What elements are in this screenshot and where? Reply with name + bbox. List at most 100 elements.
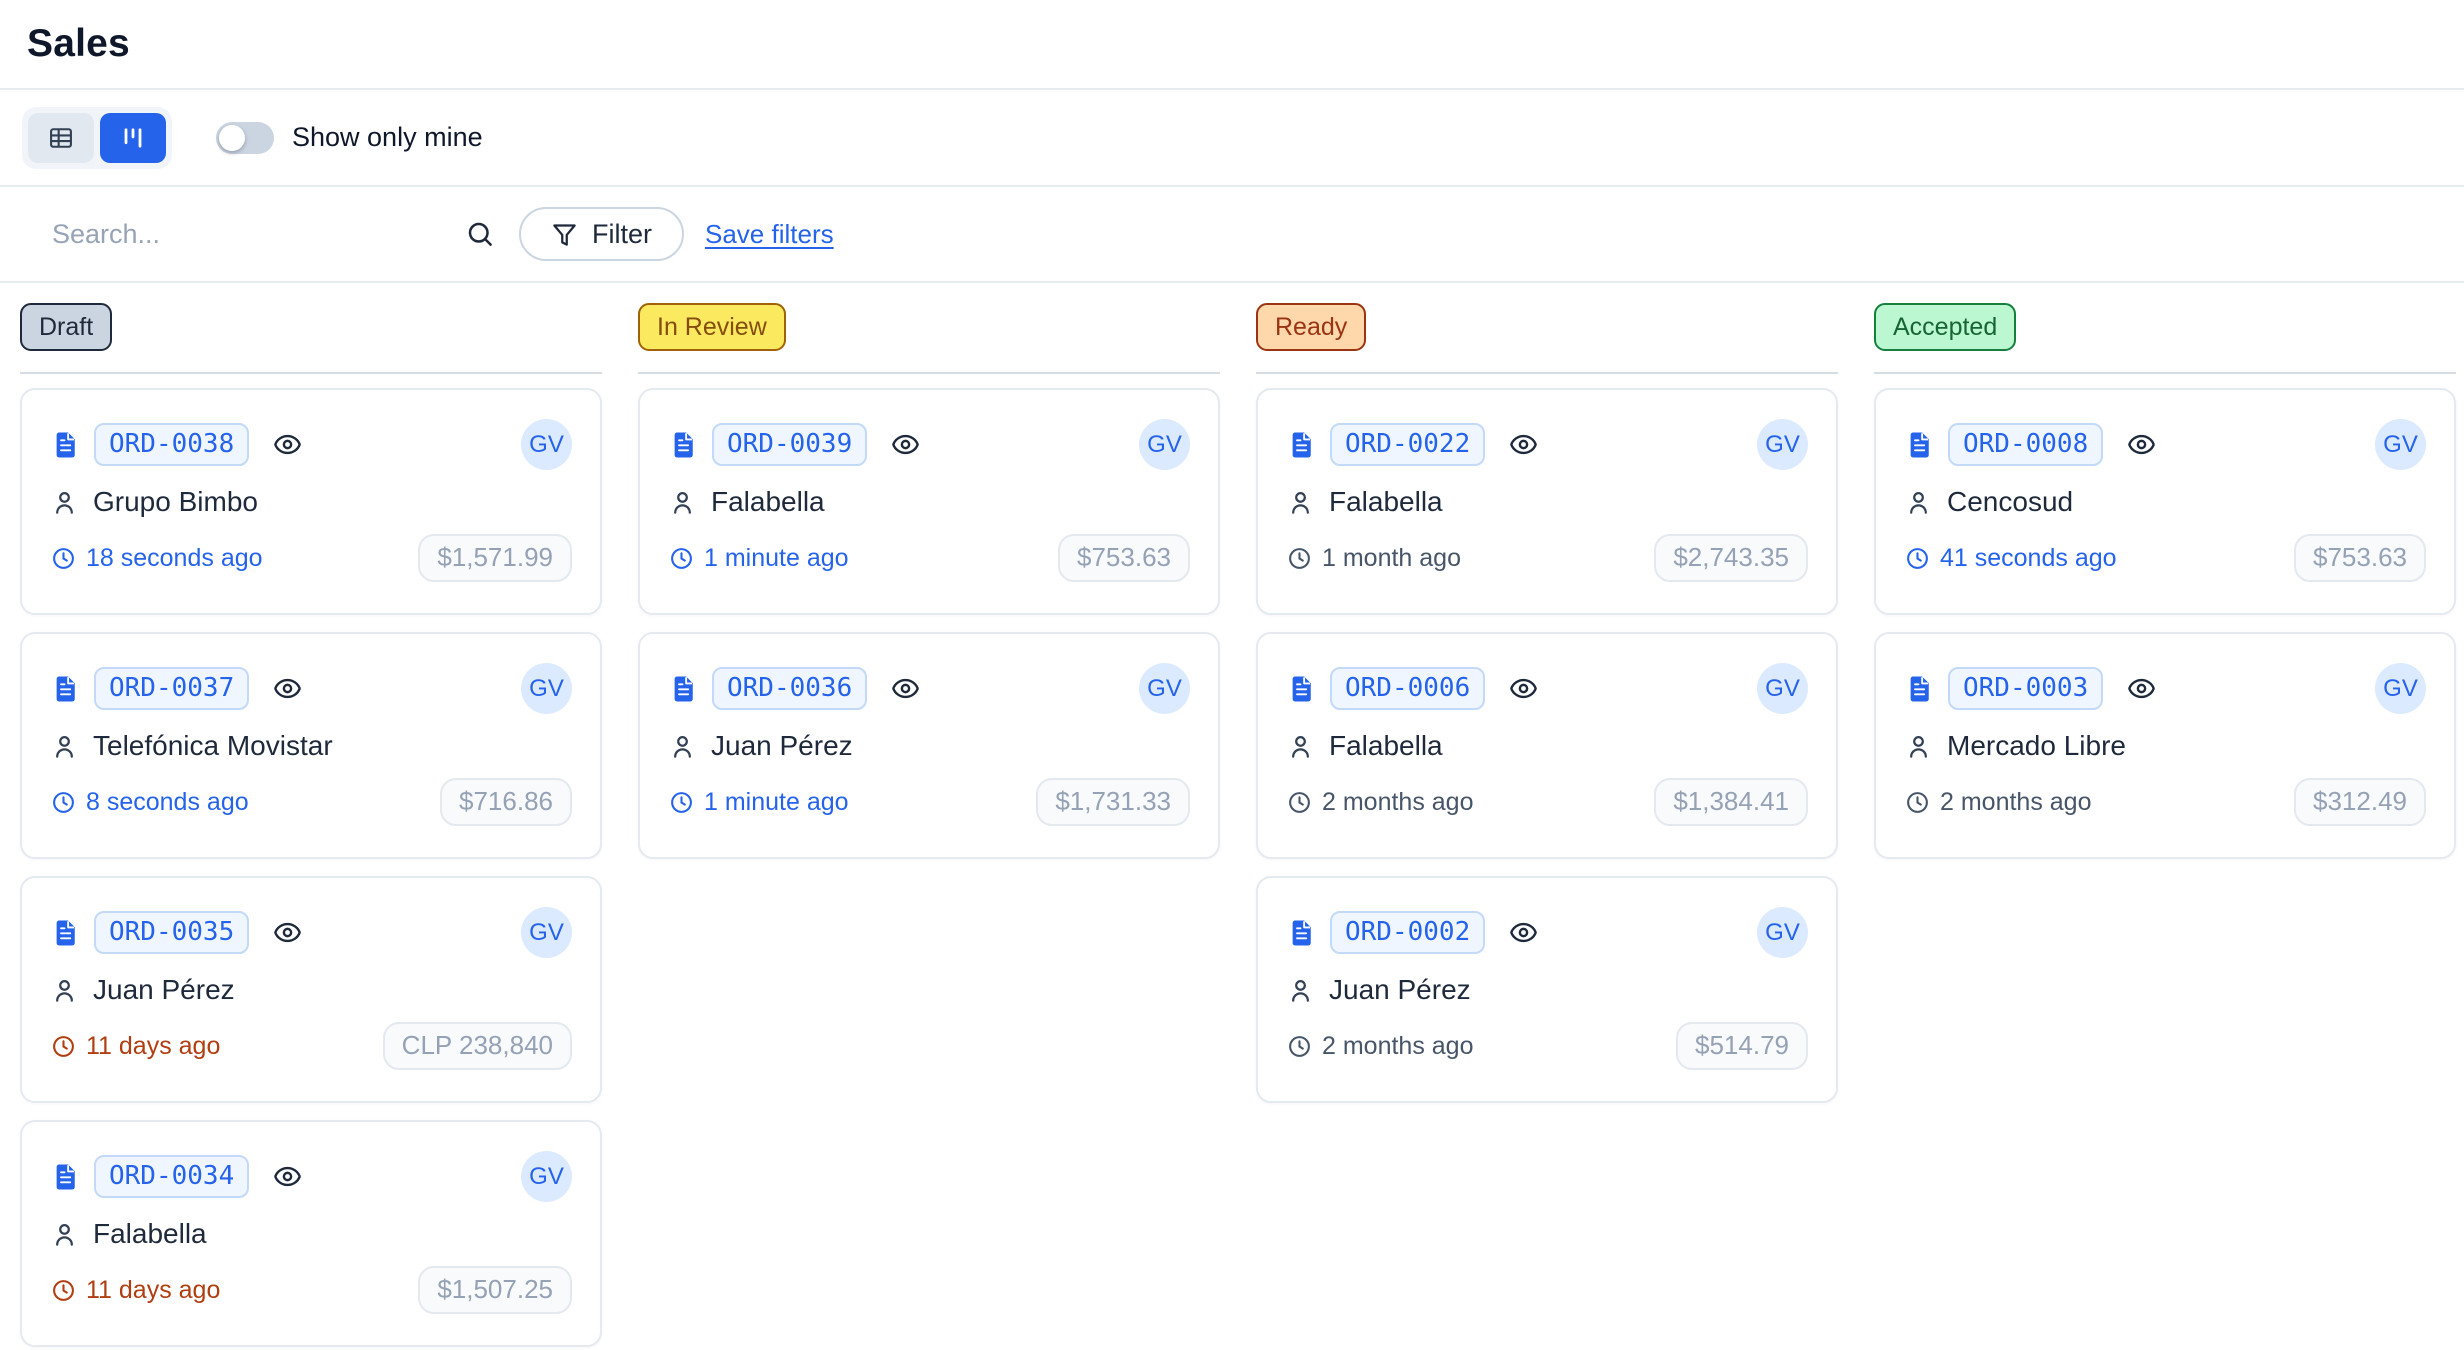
card-footer-row: 11 days ago CLP 238,840: [51, 1022, 572, 1070]
table-grid-icon: [50, 127, 72, 148]
order-card[interactable]: ORD-0039 GV Falabella 1 minute ago $753.…: [638, 388, 1220, 615]
document-icon: [1292, 432, 1311, 457]
search-input[interactable]: [26, 218, 437, 250]
order-id-badge[interactable]: ORD-0039: [712, 423, 868, 466]
funnel-icon: [553, 223, 576, 246]
card-header-row: ORD-0038 GV: [51, 419, 572, 470]
document-icon: [56, 1164, 75, 1189]
customer-name: Juan Pérez: [711, 730, 853, 762]
clock-icon: [1289, 547, 1310, 569]
person-icon: [56, 491, 73, 514]
card-header-row: ORD-0006 GV: [1287, 663, 1808, 714]
clock-icon: [671, 791, 692, 813]
status-badge: Accepted: [1874, 303, 2017, 351]
order-id-badge[interactable]: ORD-0035: [94, 911, 250, 954]
clock-icon: [1907, 791, 1928, 813]
table-view-button[interactable]: [28, 112, 94, 163]
document-icon: [1292, 676, 1311, 701]
time-ago: 2 months ago: [1322, 787, 1474, 816]
clock-icon: [1289, 791, 1310, 813]
card-header-row: ORD-0034 GV: [51, 1151, 572, 1202]
eye-icon[interactable]: [273, 674, 302, 703]
eye-icon[interactable]: [2127, 430, 2156, 459]
order-card[interactable]: ORD-0022 GV Falabella 1 month ago $2,743…: [1256, 388, 1838, 615]
order-id-badge[interactable]: ORD-0036: [712, 667, 868, 710]
person-icon: [1910, 735, 1927, 758]
kanban-columns-icon: [124, 127, 142, 148]
order-card[interactable]: ORD-0038 GV Grupo Bimbo 18 seconds ago $…: [20, 388, 602, 615]
eye-icon[interactable]: [891, 430, 920, 459]
save-filters-link[interactable]: Save filters: [705, 218, 834, 249]
card-header-row: ORD-0002 GV: [1287, 907, 1808, 958]
amount-badge: $1,571.99: [418, 534, 572, 582]
show-only-mine-toggle[interactable]: [216, 121, 274, 154]
person-icon: [56, 735, 73, 758]
order-id-badge[interactable]: ORD-0037: [94, 667, 250, 710]
time-ago: 2 months ago: [1940, 787, 2092, 816]
order-card[interactable]: ORD-0002 GV Juan Pérez 2 months ago $514…: [1256, 876, 1838, 1103]
document-icon: [1910, 432, 1929, 457]
eye-icon[interactable]: [2127, 674, 2156, 703]
order-card[interactable]: ORD-0036 GV Juan Pérez 1 minute ago $1,7…: [638, 632, 1220, 859]
amount-badge: $716.86: [440, 778, 572, 826]
time-row: 2 months ago: [1905, 788, 2092, 817]
column-divider: [1256, 372, 1838, 374]
order-id-badge[interactable]: ORD-0003: [1948, 667, 2104, 710]
eye-icon[interactable]: [1509, 918, 1538, 947]
amount-badge: $753.63: [2294, 534, 2426, 582]
customer-row: Juan Pérez: [669, 730, 1190, 762]
clock-icon: [671, 547, 692, 569]
order-id-badge[interactable]: ORD-0034: [94, 1155, 250, 1198]
kanban-column: Ready ORD-0022 GV Falabella: [1256, 303, 1838, 1103]
kanban-view-button[interactable]: [100, 112, 166, 163]
person-icon: [56, 979, 73, 1002]
order-card[interactable]: ORD-0008 GV Cencosud 41 seconds ago $753…: [1874, 388, 2456, 615]
document-icon: [1292, 920, 1311, 945]
search-button[interactable]: [465, 218, 497, 250]
person-icon: [1292, 979, 1309, 1002]
eye-icon[interactable]: [273, 1162, 302, 1191]
order-card[interactable]: ORD-0037 GV Telefónica Movistar 8 second…: [20, 632, 602, 859]
card-footer-row: 41 seconds ago $753.63: [1905, 534, 2426, 582]
order-id-badge[interactable]: ORD-0022: [1330, 423, 1486, 466]
column-divider: [20, 372, 602, 374]
time-row: 1 minute ago: [669, 544, 849, 573]
page-header: Sales: [0, 0, 2464, 90]
amount-badge: $514.79: [1676, 1022, 1808, 1070]
avatar: GV: [2375, 663, 2426, 714]
time-row: 1 minute ago: [669, 788, 849, 817]
order-id-badge[interactable]: ORD-0006: [1330, 667, 1486, 710]
time-ago: 11 days ago: [86, 1275, 221, 1304]
time-row: 18 seconds ago: [51, 544, 263, 573]
column-cards: ORD-0039 GV Falabella 1 minute ago $753.…: [638, 388, 1220, 859]
eye-icon[interactable]: [273, 430, 302, 459]
order-id-badge[interactable]: ORD-0002: [1330, 911, 1486, 954]
card-footer-row: 8 seconds ago $716.86: [51, 778, 572, 826]
customer-name: Mercado Libre: [1947, 730, 2126, 762]
order-id-badge[interactable]: ORD-0008: [1948, 423, 2104, 466]
order-card[interactable]: ORD-0034 GV Falabella 11 days ago $1,507…: [20, 1120, 602, 1347]
document-icon: [56, 676, 75, 701]
avatar: GV: [1757, 907, 1808, 958]
person-icon: [674, 491, 691, 514]
eye-icon[interactable]: [1509, 430, 1538, 459]
time-ago: 18 seconds ago: [86, 543, 263, 572]
show-only-mine-label: Show only mine: [292, 122, 483, 152]
customer-name: Falabella: [711, 486, 825, 518]
time-row: 2 months ago: [1287, 788, 1474, 817]
card-footer-row: 2 months ago $1,384.41: [1287, 778, 1808, 826]
eye-icon[interactable]: [891, 674, 920, 703]
card-header-row: ORD-0036 GV: [669, 663, 1190, 714]
order-card[interactable]: ORD-0035 GV Juan Pérez 11 days ago CLP 2…: [20, 876, 602, 1103]
amount-badge: $1,507.25: [418, 1266, 572, 1314]
order-id-badge[interactable]: ORD-0038: [94, 423, 250, 466]
customer-row: Falabella: [51, 1218, 572, 1250]
time-row: 41 seconds ago: [1905, 544, 2117, 573]
eye-icon[interactable]: [1509, 674, 1538, 703]
person-icon: [674, 735, 691, 758]
order-card[interactable]: ORD-0006 GV Falabella 2 months ago $1,38…: [1256, 632, 1838, 859]
eye-icon[interactable]: [273, 918, 302, 947]
avatar: GV: [1757, 663, 1808, 714]
filter-button[interactable]: Filter: [519, 207, 684, 261]
order-card[interactable]: ORD-0003 GV Mercado Libre 2 months ago $…: [1874, 632, 2456, 859]
